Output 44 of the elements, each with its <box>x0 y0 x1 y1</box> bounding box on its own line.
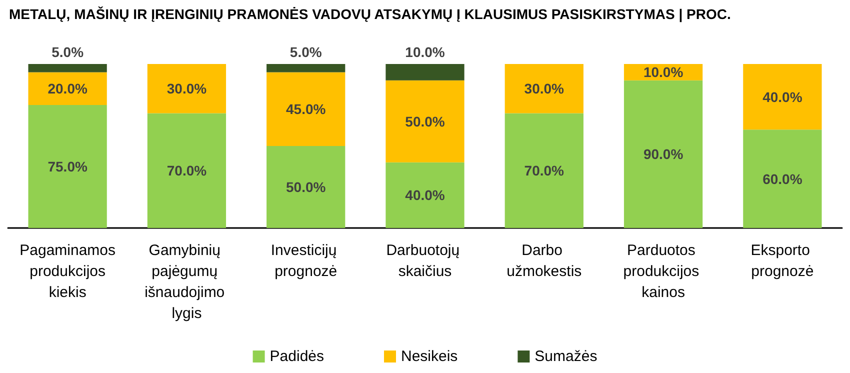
bar <box>28 105 107 228</box>
data-label: 5.0% <box>290 44 322 60</box>
data-label: 20.0% <box>48 80 88 97</box>
data-label: 45.0% <box>286 101 326 118</box>
bar <box>386 64 464 80</box>
x-tick-label: Darbuotojų skaičius <box>386 242 464 280</box>
bar <box>386 162 464 228</box>
data-label: 40.0% <box>762 88 803 105</box>
bar <box>266 146 346 228</box>
data-label: 10.0% <box>643 64 684 80</box>
chart-title: METALŲ, MAŠINŲ IR ĮRENGINIŲ PRAMONĖS VADOVŲ ATSAKYMŲ Į KLAUSIMUS PASISKIRSTYMAS | PROC. <box>9 6 731 23</box>
bar <box>624 80 703 228</box>
data-label: 50.0% <box>286 179 326 195</box>
data-label: 70.0% <box>166 162 208 179</box>
x-tick-label: Gamybinių pajėgumų išnaudojimo lygis <box>144 242 229 322</box>
bar <box>147 113 226 228</box>
bar <box>147 64 226 114</box>
data-label: 90.0% <box>643 146 684 162</box>
bar <box>28 64 107 72</box>
bar <box>28 72 107 105</box>
data-label: 70.0% <box>524 162 565 179</box>
data-label: 40.0% <box>405 187 446 204</box>
bar <box>743 130 822 228</box>
legend-label: Padidės <box>270 348 324 365</box>
bar <box>266 64 346 72</box>
x-tick-label: Pagaminamos produkcijos kiekis <box>20 242 116 301</box>
bar <box>504 113 584 228</box>
x-tick-label: Darbo užmokestis <box>506 242 582 280</box>
data-label: 30.0% <box>524 80 565 97</box>
bar <box>743 64 822 130</box>
x-tick-label: Eksporto prognozė <box>750 242 814 280</box>
x-tick-label: Parduotos produkcijos kainos <box>623 242 704 301</box>
legend-label: Nesikeis <box>401 348 458 365</box>
bar <box>266 72 346 146</box>
data-label: 50.0% <box>405 113 446 130</box>
x-tick-label: Investicijų prognozė <box>270 242 341 280</box>
data-label: 10.0% <box>405 44 446 60</box>
data-label: 60.0% <box>762 170 803 187</box>
legend-label: Sumažės <box>534 348 598 365</box>
bar <box>386 80 464 162</box>
data-label: 5.0% <box>52 44 84 60</box>
bar <box>504 64 584 114</box>
data-label: 75.0% <box>48 158 88 174</box>
data-label: 30.0% <box>166 80 208 97</box>
